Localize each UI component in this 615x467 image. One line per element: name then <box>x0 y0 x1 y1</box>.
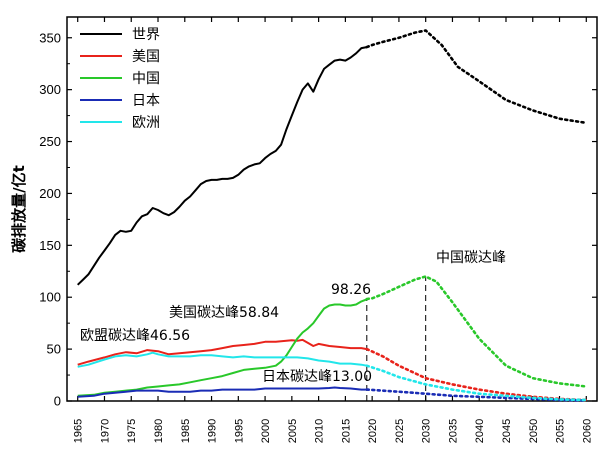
legend-label: 世界 <box>132 27 160 43</box>
x-tick-label: 2020 <box>367 419 379 443</box>
europe-historical-line <box>77 351 367 368</box>
y-tick-label: 350 <box>39 30 61 45</box>
legend-label: 日本 <box>132 93 160 109</box>
x-tick-label: 2010 <box>314 419 326 443</box>
x-tick-label: 2035 <box>447 419 459 443</box>
x-tick-label: 2000 <box>260 419 272 443</box>
x-tick-label: 1975 <box>126 419 138 443</box>
y-tick-label: 50 <box>47 342 61 357</box>
china-2019-value-label: 98.26 <box>331 282 371 298</box>
x-tick-label: 1970 <box>99 419 111 443</box>
us-peak-label: 美国碳达峰58.84 <box>169 305 279 321</box>
japan-projection-line <box>365 388 588 402</box>
legend-label: 中国 <box>132 71 160 87</box>
japan-historical-line <box>77 386 367 398</box>
legend-label: 美国 <box>132 49 160 65</box>
usa-historical-line <box>77 338 367 366</box>
x-tick-label: 2030 <box>421 419 433 443</box>
x-tick-label: 1965 <box>73 419 85 443</box>
y-tick-label: 200 <box>39 186 61 201</box>
x-tick-label: 1980 <box>153 419 165 443</box>
japan-peak-label: 日本碳达峰13.00 <box>262 369 372 385</box>
plot-frame <box>66 16 598 402</box>
legend-label: 欧洲 <box>132 115 160 131</box>
x-tick-label: 2040 <box>474 419 486 443</box>
x-tick-label: 2060 <box>581 419 593 443</box>
series-lines <box>77 29 588 402</box>
reference-lines <box>366 276 427 401</box>
eu-peak-label: 欧盟碳达峰46.56 <box>80 328 190 344</box>
x-tick-label: 1990 <box>207 419 219 443</box>
x-tick-label: 2050 <box>528 419 540 443</box>
china-projection-line <box>365 275 588 388</box>
europe-projection-line <box>365 364 588 402</box>
x-ticks: 1965 1970 1975 1980 1985 1990 1995 2000 2005 2010… <box>73 17 593 443</box>
y-axis-label: 碳排放量/亿t <box>10 165 28 253</box>
y-tick-label: 150 <box>39 238 61 253</box>
world-historical-line <box>77 46 367 286</box>
x-tick-label: 2025 <box>394 419 406 443</box>
y-tick-label: 300 <box>39 82 61 97</box>
x-tick-label: 2055 <box>555 419 567 443</box>
world-projection-line <box>365 29 588 125</box>
china-peak-label: 中国碳达峰 <box>436 250 506 266</box>
y-ticks: 0 50 100 150 200 250 300 350 <box>39 30 597 409</box>
x-tick-label: 2005 <box>287 419 299 443</box>
x-tick-label: 1985 <box>180 419 192 443</box>
annotations: 中国碳达峰 98.26 美国碳达峰58.84 欧盟碳达峰46.56 日本碳达峰1… <box>80 250 506 385</box>
y-tick-label: 250 <box>39 134 61 149</box>
x-tick-label: 1995 <box>233 419 245 443</box>
y-tick-label: 100 <box>39 290 61 305</box>
x-tick-label: 2015 <box>340 419 352 443</box>
china-historical-line <box>77 298 368 397</box>
y-tick-label: 0 <box>54 394 61 409</box>
x-tick-label: 2045 <box>501 419 513 443</box>
